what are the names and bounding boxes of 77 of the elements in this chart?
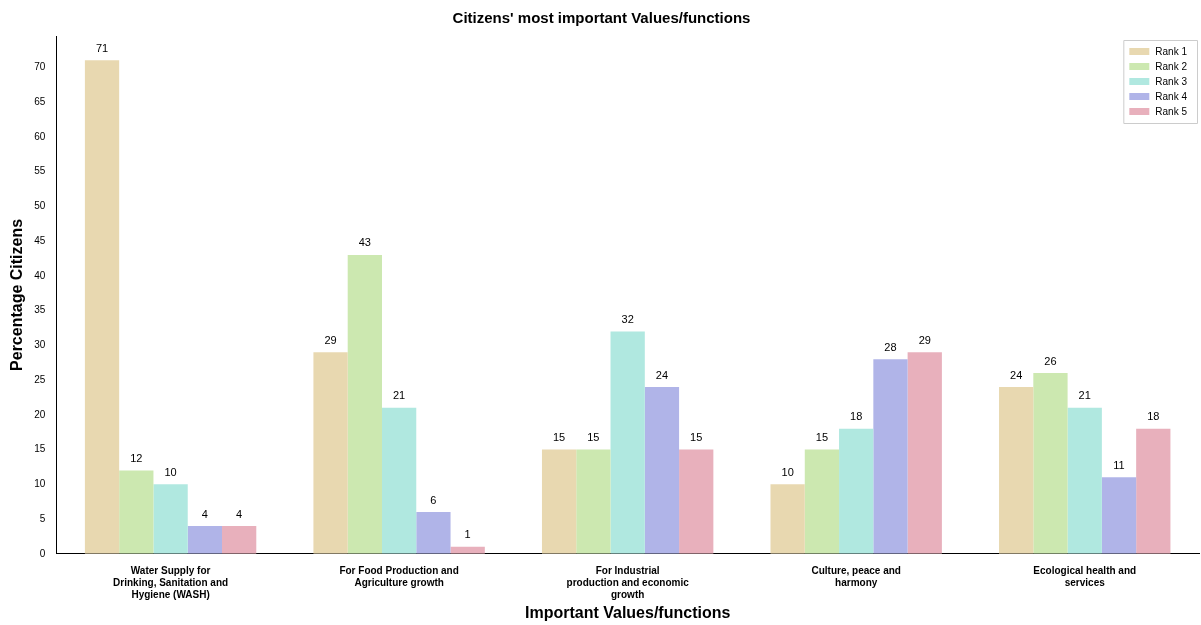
y-tick-label: 15 [34, 443, 46, 455]
y-tick-label: 30 [34, 339, 46, 351]
bar [347, 254, 382, 554]
bar [381, 407, 417, 554]
legend-label: Rank 3 [1155, 75, 1188, 87]
data-label: 10 [781, 465, 794, 478]
data-label: 21 [1078, 389, 1091, 402]
data-label: 15 [552, 431, 566, 444]
data-label: 29 [324, 333, 337, 346]
bar [610, 331, 645, 554]
data-label: 29 [918, 333, 931, 346]
bar [907, 352, 942, 554]
data-label: 4 [201, 507, 208, 520]
bar [679, 449, 714, 554]
y-tick-label: 5 [39, 512, 46, 524]
legend-label: Rank 5 [1155, 105, 1188, 117]
data-label: 1 [464, 528, 471, 541]
y-tick-label: 10 [34, 478, 46, 490]
bar [1101, 477, 1137, 554]
x-tick-label: For Industrial production and economic growth [566, 564, 690, 600]
bar [644, 386, 680, 554]
data-label: 24 [1010, 368, 1023, 381]
bar [1067, 407, 1102, 554]
bar [804, 449, 840, 554]
y-tick-label: 0 [39, 547, 46, 559]
data-label: 43 [358, 236, 371, 249]
y-tick-label: 40 [34, 269, 46, 281]
bar [153, 484, 188, 554]
bar [999, 386, 1034, 554]
data-label: 18 [1147, 410, 1160, 423]
bar [839, 428, 874, 554]
x-tick-label: Ecological health and services [1033, 564, 1137, 588]
data-label: 26 [1044, 354, 1057, 367]
y-tick-label: 20 [34, 408, 46, 420]
x-axis-title: Important Values/functions [524, 603, 731, 621]
legend-label: Rank 2 [1155, 60, 1188, 72]
data-label: 10 [164, 465, 177, 478]
x-tick-label: Culture, peace and harmony [811, 564, 901, 588]
y-tick-label: 50 [34, 200, 46, 212]
bar [416, 512, 451, 554]
y-tick-label: 45 [34, 234, 46, 246]
x-tick-label: For Food Production and Agriculture growth [339, 564, 459, 588]
data-label: 6 [430, 493, 437, 506]
bar [222, 526, 257, 554]
bar [313, 352, 348, 554]
data-label: 21 [393, 389, 406, 402]
data-label: 71 [95, 41, 109, 54]
bar [873, 359, 908, 554]
data-label: 15 [815, 431, 829, 444]
y-axis-title: Percentage Citizens [8, 218, 26, 371]
bar [84, 60, 120, 554]
data-label: 12 [130, 451, 143, 464]
bar [1136, 428, 1171, 554]
y-tick-label: 65 [34, 95, 46, 107]
data-label: 18 [850, 410, 863, 423]
data-label: 15 [587, 431, 600, 444]
y-tick-label: 60 [34, 130, 46, 142]
x-tick-label: Water Supply for Drinking, Sanitation and Hygiene (WASH) [113, 564, 229, 600]
y-tick-label: 70 [34, 61, 46, 73]
data-label: 32 [621, 312, 634, 325]
y-tick-label: 25 [34, 373, 46, 385]
data-label: 4 [236, 507, 243, 520]
bar [187, 526, 223, 554]
bar [1033, 373, 1068, 554]
legend-label: Rank 4 [1155, 90, 1188, 102]
bar [576, 449, 611, 554]
data-label: 11 [1113, 458, 1125, 471]
y-tick-label: 55 [34, 165, 46, 177]
bar [541, 449, 577, 554]
legend-label: Rank 1 [1155, 45, 1188, 57]
data-label: 15 [690, 431, 703, 444]
data-label: 24 [655, 368, 669, 381]
data-label: 28 [884, 340, 897, 353]
bar [119, 470, 154, 554]
y-tick-label: 35 [34, 304, 46, 316]
chart-title: Citizens' most important Values/functions [452, 9, 751, 27]
bar [770, 484, 805, 554]
